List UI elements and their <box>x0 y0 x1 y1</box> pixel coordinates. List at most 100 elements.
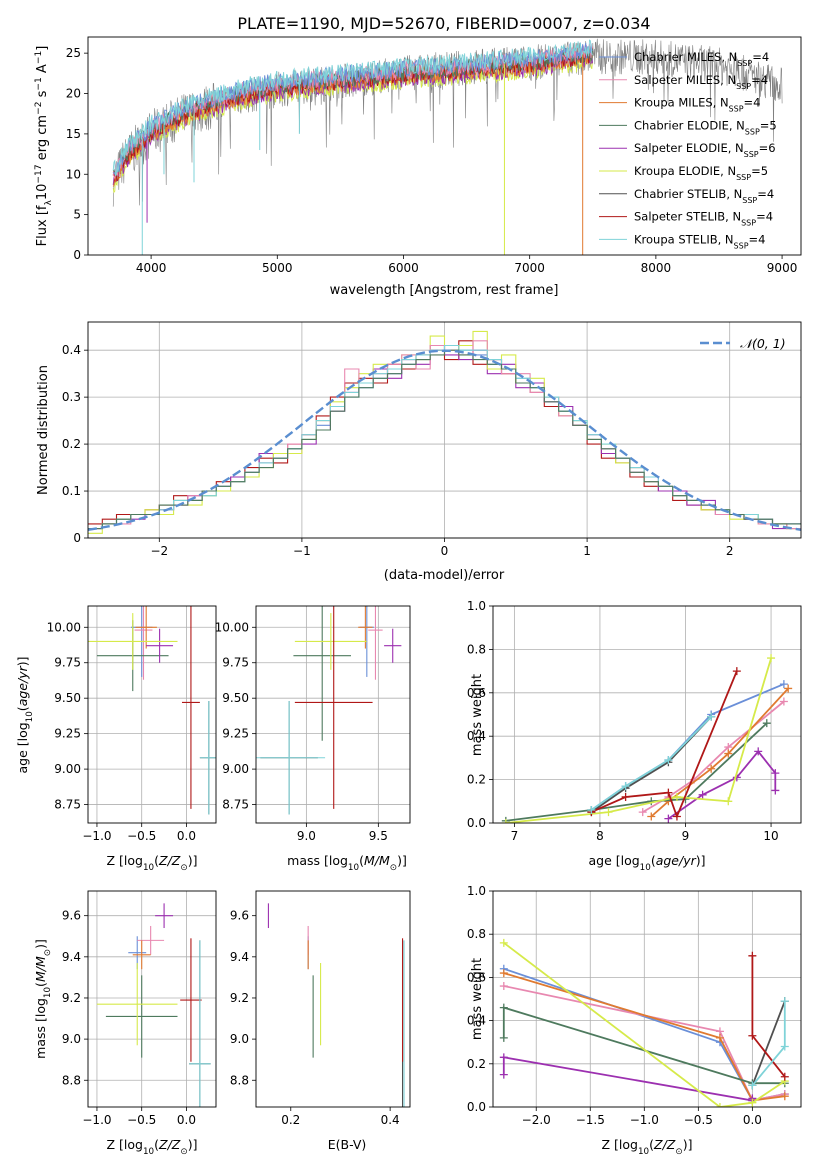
weight-marker <box>664 788 673 797</box>
y-tick-label: 0.4 <box>467 1014 486 1028</box>
x-tick-label: −1 <box>293 544 311 558</box>
x-tick-label: 7000 <box>514 261 545 275</box>
y-tick-label: 9.50 <box>54 691 81 705</box>
weight-marker <box>638 808 647 817</box>
weight-marker <box>754 747 763 756</box>
y-tick-label: 0.8 <box>467 642 486 656</box>
weight-marker <box>501 819 510 823</box>
y-tick-label: 9.6 <box>62 909 81 923</box>
y-tick-label: 0.0 <box>467 816 486 830</box>
age-vs-mass-axes: 9.0 9.5 8.75 9.00 9.25 9.50 9.75 10.00 mass [log… <box>215 605 411 873</box>
x-tick-label: 0.0 <box>177 829 196 843</box>
y-tick-label: 20 <box>66 87 81 101</box>
weight-marker <box>647 812 656 821</box>
y-axis-label: Flux [fλ10−17 erg cm−2 s−1 A−1] <box>34 46 54 247</box>
y-tick-label: 0.6 <box>467 686 486 700</box>
legend-label: Salpeter MILES, NSSP=4 <box>634 73 768 91</box>
weight-marker <box>780 1042 789 1051</box>
weight-line <box>590 716 712 811</box>
x-axis-label: Z [log10(Z/Z⊙)] <box>107 853 198 873</box>
weight-marker <box>672 812 681 821</box>
y-tick-label: 9.00 <box>54 762 81 776</box>
weight-marker <box>499 938 508 947</box>
weight-marker <box>771 769 780 778</box>
y-tick-label: 0.4 <box>467 729 486 743</box>
y-axis-label: mass [log10(M/M⊙)] <box>33 939 53 1059</box>
weight-marker <box>664 756 673 765</box>
x-tick-label: 1 <box>583 544 591 558</box>
weight-marker <box>780 1092 789 1101</box>
weight-marker <box>698 790 707 799</box>
plot-area <box>501 654 793 823</box>
y-tick-label: 9.25 <box>222 727 249 741</box>
mass-weight-vs-Z-axes: −2.0 −1.5 −1.0 −0.5 0.0 0.0 0.2 0.4 0.6 0.8 1.0 Z [… <box>467 884 802 1157</box>
x-tick-label: 9000 <box>767 261 798 275</box>
y-tick-label: 10 <box>66 167 81 181</box>
x-tick-label: 4000 <box>136 261 167 275</box>
y-tick-label: 0.2 <box>467 1057 486 1071</box>
plot-area <box>267 903 405 1107</box>
weight-marker <box>664 814 673 823</box>
y-tick-label: 9.50 <box>222 691 249 705</box>
x-tick-label: −2.0 <box>522 1113 551 1127</box>
axes-frame <box>255 890 411 1108</box>
legend-label: Kroupa ELODIE, NSSP=5 <box>634 164 768 182</box>
spectrum-legend: Chabrier MILES, NSSP=4 Salpeter MILES, NS… <box>599 50 777 250</box>
axes-frame <box>492 605 802 824</box>
weight-marker <box>748 1081 757 1090</box>
weight-line <box>503 942 786 1107</box>
weight-marker <box>748 1098 757 1107</box>
mass-vs-Z-axes: −1.0 −0.5 0.0 8.8 9.0 9.2 9.4 9.6 Z [log10(Z/Z⊙)… <box>33 890 217 1157</box>
y-tick-label: 9.0 <box>62 1032 81 1046</box>
y-axis-label: Normed distribution <box>36 365 51 495</box>
weight-marker <box>715 1033 724 1042</box>
weight-marker <box>707 764 716 773</box>
y-tick-label: 25 <box>66 46 81 60</box>
weight-marker <box>499 1003 508 1012</box>
weight-marker <box>780 1072 789 1081</box>
y-tick-label: 9.2 <box>230 991 249 1005</box>
y-tick-label: 8.8 <box>230 1073 249 1087</box>
legend-label: Chabrier MILES, NSSP=4 <box>634 50 769 68</box>
weight-line <box>751 1000 786 1086</box>
x-tick-label: −1.0 <box>630 1113 659 1127</box>
weight-marker <box>499 1053 508 1062</box>
x-tick-label: 0.4 <box>381 1113 400 1127</box>
legend-label: Salpeter ELODIE, NSSP=6 <box>634 141 776 159</box>
y-tick-label: 0.3 <box>62 390 81 404</box>
y-tick-label: 9.75 <box>222 656 249 670</box>
x-axis-label: Z [log10(Z/Z⊙)] <box>602 1137 693 1157</box>
x-tick-label: 6000 <box>388 261 419 275</box>
weight-marker <box>748 1031 757 1040</box>
x-tick-label: 0 <box>441 544 449 558</box>
axes-frame <box>255 605 411 824</box>
x-tick-label: 9.0 <box>297 829 316 843</box>
x-tick-label: 8 <box>596 829 604 843</box>
x-tick-label: 10 <box>763 829 778 843</box>
y-tick-label: 0.4 <box>62 343 81 357</box>
y-tick-label: 9.4 <box>230 950 249 964</box>
y-tick-label: 0.6 <box>467 970 486 984</box>
x-axis-label: (data-model)/error <box>384 568 505 583</box>
weight-marker <box>499 1070 508 1079</box>
x-tick-label: 0.2 <box>281 1113 300 1127</box>
y-tick-label: 9.00 <box>222 762 249 776</box>
y-tick-label: 0.0 <box>467 1100 486 1114</box>
legend-label: Salpeter STELIB, NSSP=4 <box>634 210 773 228</box>
x-tick-label: 9.5 <box>369 829 388 843</box>
weight-marker <box>621 782 630 791</box>
y-tick-label: 10.00 <box>47 620 81 634</box>
y-tick-label: 9.75 <box>54 656 81 670</box>
y-tick-label: 0.1 <box>62 484 81 498</box>
weight-line <box>503 985 785 1102</box>
weight-marker <box>780 997 789 1006</box>
weight-marker <box>771 786 780 795</box>
y-axis-label: mass weight <box>470 674 485 756</box>
x-tick-label: −1.0 <box>82 829 111 843</box>
weight-marker <box>672 792 681 801</box>
residual-axes: −2 −1 0 1 2 0 0.1 0.2 0.3 0.4 (data-model)/error No… <box>36 321 802 583</box>
gaussian-curve <box>88 349 801 531</box>
y-tick-label: 1.0 <box>467 884 486 898</box>
x-tick-label: 8000 <box>641 261 672 275</box>
